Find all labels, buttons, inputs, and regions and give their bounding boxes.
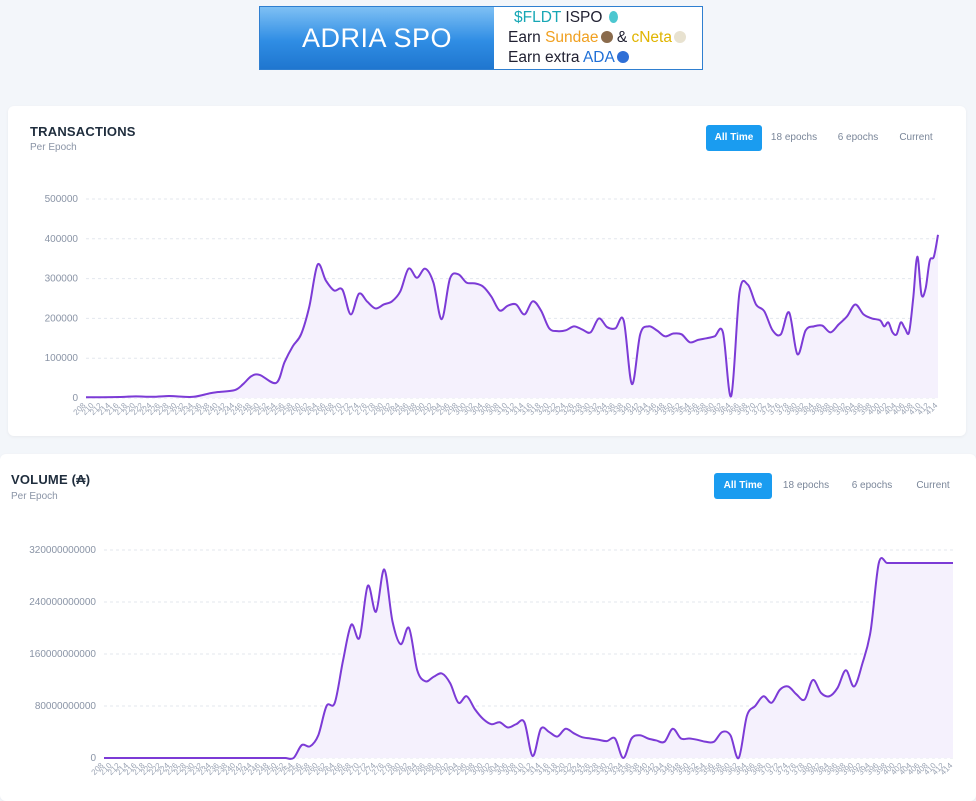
y-tick-label: 320000000000 [29, 545, 96, 556]
transactions-card: TRANSACTIONS Per Epoch All Time 18 epoch… [8, 106, 966, 436]
y-tick-label: 80000000000 [35, 701, 97, 712]
y-tick-label: 0 [90, 753, 96, 764]
banner-earn: Earn [508, 29, 546, 46]
banner-cneta: cNeta [631, 29, 672, 46]
cneta-icon [673, 31, 686, 43]
tx-6-epochs-button[interactable]: 6 epochs [837, 132, 879, 143]
y-tick-label: 0 [72, 393, 78, 404]
y-tick-label: 240000000000 [29, 597, 96, 608]
series-line [103, 557, 953, 760]
vol-all-time-button[interactable]: All Time [714, 473, 772, 499]
vol-current-button[interactable]: Current [916, 480, 950, 491]
volume-chart: 0 80000000000 160000000000 240000000000 3200… [29, 545, 955, 777]
sundae-icon [600, 31, 613, 43]
vol-18-epochs-button[interactable]: 18 epochs [782, 480, 830, 491]
adria-spo-banner[interactable]: ADRIA SPO $FLDT ISPO Earn Sundae & cNeta… [259, 6, 703, 70]
banner-text: $FLDT ISPO Earn Sundae & cNeta Earn extr… [494, 7, 702, 69]
y-tick-label: 300000 [45, 274, 79, 285]
banner-fldt: $FLDT [514, 9, 562, 26]
volume-card: VOLUME (₳) Per Epoch All Time 18 epochs … [0, 454, 976, 801]
banner-and: & [612, 29, 632, 46]
y-tick-label: 200000 [45, 313, 79, 324]
y-tick-label: 100000 [45, 353, 79, 364]
transactions-chart: 0100000200000300000400000500000208210212… [45, 194, 940, 417]
tx-current-button[interactable]: Current [899, 132, 933, 143]
fldt-icon [608, 11, 618, 23]
banner-brand: ADRIA SPO [260, 7, 494, 69]
banner-ispo: ISPO [561, 9, 603, 26]
transactions-title: TRANSACTIONS [30, 124, 136, 139]
y-tick-label: 500000 [45, 194, 79, 205]
y-tick-label: 160000000000 [29, 649, 96, 660]
series-area [86, 234, 938, 398]
tx-18-epochs-button[interactable]: 18 epochs [770, 132, 818, 143]
series-area [104, 557, 953, 759]
volume-subtitle: Per Epoch [11, 491, 58, 502]
ada-icon [616, 51, 629, 63]
banner-sundae: Sundae [545, 29, 599, 46]
series-line [85, 234, 939, 399]
vol-6-epochs-button[interactable]: 6 epochs [851, 480, 893, 491]
volume-title: VOLUME (₳) [11, 472, 91, 487]
banner-ada: ADA [582, 49, 615, 66]
transactions-subtitle: Per Epoch [30, 142, 77, 153]
banner-earn-extra: Earn extra [508, 49, 583, 66]
tx-all-time-button[interactable]: All Time [706, 125, 762, 151]
y-tick-label: 400000 [45, 234, 79, 245]
